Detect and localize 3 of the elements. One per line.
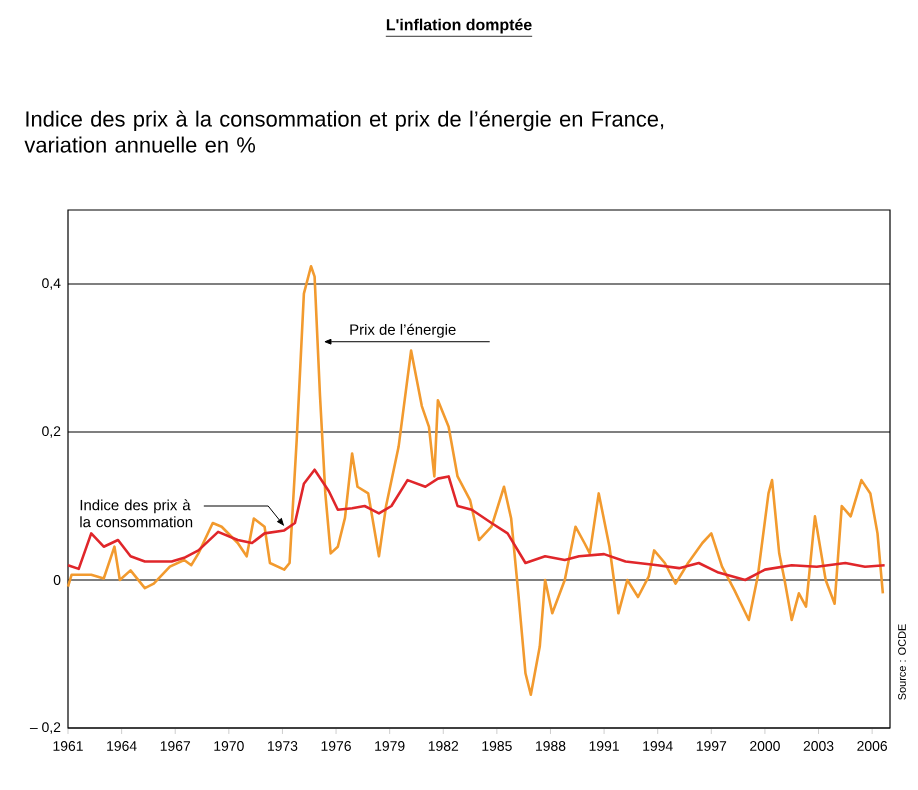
line-series (66, 468, 886, 582)
line-series (66, 264, 885, 696)
chart-subtitle: Indice des prix à la consommation et prix de l’énergie en France, variation annuelle en % (24, 110, 664, 153)
